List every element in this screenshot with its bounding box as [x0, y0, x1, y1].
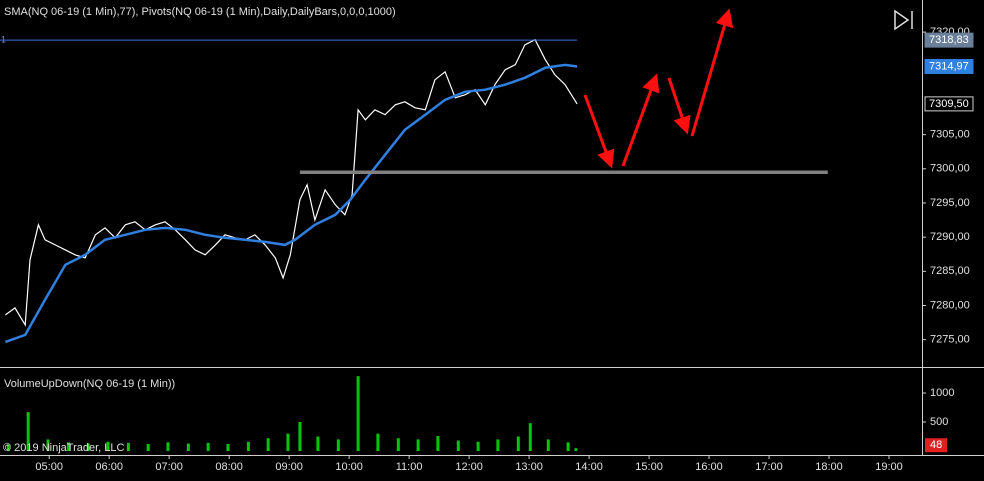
y-tick-label: 500: [930, 416, 948, 428]
x-tick-label: 09:00: [275, 461, 303, 473]
volume-bar: [336, 439, 340, 451]
volume-bar: [26, 412, 30, 451]
arrow: [690, 8, 734, 137]
x-tick-label: 05:00: [35, 461, 63, 473]
x-tick-label: 16:00: [695, 461, 723, 473]
price-marker-box: [924, 32, 974, 48]
volume-bar: [516, 436, 520, 451]
volume-bar: [436, 435, 440, 451]
volume-marker-label: 48: [930, 439, 942, 451]
volume-bar: [186, 443, 190, 451]
x-tick-label: 13:00: [515, 461, 543, 473]
volume-bar: [166, 442, 170, 451]
volume-bar: [356, 376, 360, 451]
plot-label: 1: [1, 34, 6, 44]
y-tick-label: 1000: [930, 387, 954, 399]
arrow: [583, 94, 615, 169]
volume-bar: [146, 444, 150, 451]
x-tick-label: 07:00: [155, 461, 183, 473]
y-tick-label: 7290,00: [930, 231, 970, 243]
x-tick-label: 11:00: [396, 461, 423, 473]
x-tick-label: 14:00: [575, 461, 603, 473]
volume-bar: [106, 441, 110, 451]
copyright: © 2019 NinjaTrader, LLC: [3, 442, 124, 454]
x-tick-label: 06:00: [95, 461, 123, 473]
play-triangle[interactable]: [894, 9, 910, 31]
volume-bar: [574, 448, 578, 451]
volume-bar: [6, 444, 10, 451]
price-marker-label: 7318,83: [929, 34, 969, 46]
y-tick-label: 7275,00: [930, 334, 970, 346]
volume-marker-box: [925, 438, 947, 453]
volume-bar: [86, 443, 90, 451]
volume-bar: [298, 422, 302, 451]
y-tick-label: 7280,00: [930, 299, 970, 311]
annotation-arrows: [583, 8, 734, 169]
volume-bar: [226, 444, 230, 451]
volume-bar: [206, 442, 210, 451]
volume-bar: [126, 442, 130, 451]
y-tick-label: 7305,00: [930, 129, 970, 141]
volume-bar: [266, 438, 270, 451]
plot-area: [0, 38, 828, 451]
x-tick-label: 17:00: [755, 461, 783, 473]
x-tick-label: 12:00: [455, 461, 483, 473]
volume-bar: [396, 438, 400, 451]
series-line: [4, 63, 578, 344]
price-panel-title: SMA(NQ 06-19 (1 Min),77), Pivots(NQ 06-1…: [4, 6, 396, 18]
play-icon[interactable]: [894, 9, 913, 31]
x-tick-label: 15:00: [635, 461, 663, 473]
volume-bar: [528, 423, 532, 451]
volume-bar: [66, 442, 70, 451]
price-marker-label: 7309,50: [929, 98, 969, 110]
volume-bar: [456, 440, 460, 451]
volume-bar: [246, 441, 250, 451]
volume-bar: [496, 439, 500, 451]
volume-bar: [316, 436, 320, 451]
y-tick-label: 7285,00: [930, 265, 970, 277]
x-tick-label: 10:00: [335, 461, 363, 473]
y-tick-label: 7295,00: [930, 197, 970, 209]
arrow: [621, 73, 660, 167]
x-tick-label: 18:00: [815, 461, 843, 473]
volume-bar: [46, 439, 50, 451]
x-tick-label: 19:00: [875, 461, 903, 473]
price-marker-label: 7314,97: [929, 60, 969, 72]
arrow: [667, 77, 691, 135]
volume-bar: [546, 439, 550, 451]
x-tick-label: 08:00: [215, 461, 243, 473]
volume-bar: [286, 433, 290, 451]
y-tick-label: 7300,00: [930, 163, 970, 175]
price-marker-box: [924, 58, 974, 74]
volume-bar: [476, 441, 480, 451]
price-marker-box: [924, 96, 974, 112]
volume-panel-title: VolumeUpDown(NQ 06-19 (1 Min)): [4, 378, 175, 390]
volume-bar: [566, 442, 570, 451]
volume-bar: [376, 433, 380, 451]
volume-bar: [416, 439, 420, 451]
